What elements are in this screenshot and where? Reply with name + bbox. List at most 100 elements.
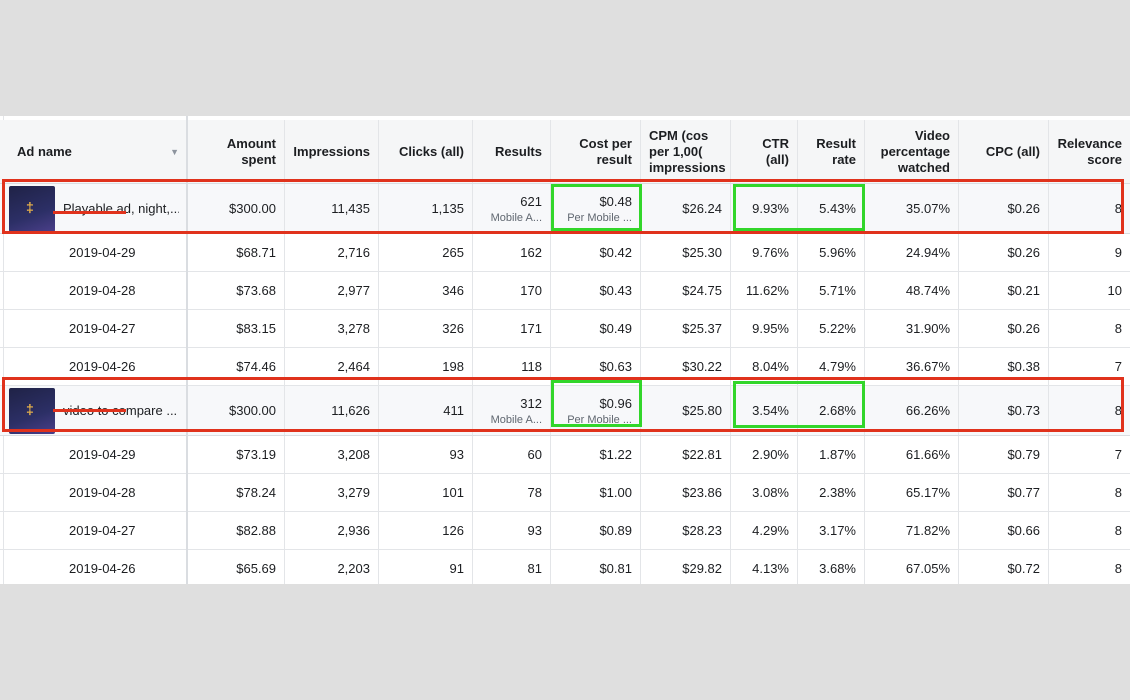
cell-cpc: $0.73 (959, 386, 1049, 435)
cell-value: $0.26 (1007, 201, 1040, 216)
column-header-cpc[interactable]: CPC (all) (959, 120, 1049, 183)
cell-value: 198 (442, 359, 464, 374)
cell-value: $23.86 (682, 485, 722, 500)
table-header: Ad name ▼ Amount spent Impressions Click… (0, 120, 1130, 184)
cell-relevance: 10 (1049, 272, 1130, 309)
date-value: 2019-04-29 (69, 245, 136, 260)
cell-value: $25.80 (682, 403, 722, 418)
cell-ctr: 9.95% (731, 310, 798, 347)
cell-ctr: 11.62% (731, 272, 798, 309)
ad-row[interactable]: ‡ Playable ad, night,... $300.00 11,435 1,13… (0, 184, 1130, 234)
column-header-impressions[interactable]: Impressions (285, 120, 379, 183)
cell-value: $24.75 (682, 283, 722, 298)
row-selector-edge (0, 116, 4, 584)
cell-cost: $0.42 (551, 234, 641, 271)
cell-value: $0.77 (1007, 485, 1040, 500)
cell-value: $0.81 (599, 561, 632, 576)
ad-thumbnail[interactable]: ‡ (9, 387, 55, 434)
cell-results: 93 (473, 512, 551, 549)
date-cell: 2019-04-28 (4, 272, 188, 309)
cell-value: $29.82 (682, 561, 722, 576)
underline-ad-2-name (53, 409, 126, 412)
cell-cost: $0.43 (551, 272, 641, 309)
column-header-cost-per-result[interactable]: Cost per result (551, 120, 641, 183)
cell-value: 9 (1114, 245, 1122, 260)
column-header-clicks[interactable]: Clicks (all) (379, 120, 473, 183)
frozen-column-divider[interactable] (186, 116, 188, 584)
highlight-ctr-result-rate-ad-1 (733, 184, 865, 231)
column-header-label-line: per 1,00( (649, 143, 703, 159)
cell-clicks: 101 (379, 474, 473, 511)
cell-cpc: $0.21 (959, 272, 1049, 309)
sort-caret-down-icon[interactable]: ▼ (170, 146, 179, 157)
cell-impressions: 3,208 (285, 436, 379, 473)
cell-value: 8 (1114, 561, 1122, 576)
cell-ctr: 4.13% (731, 550, 798, 584)
cell-cost: $0.49 (551, 310, 641, 347)
column-header-label: Amount spent (226, 135, 276, 167)
cell-value: 5.96% (819, 245, 856, 260)
cell-value: $300.00 (229, 201, 276, 216)
cell-result-rate: 1.87% (798, 436, 865, 473)
cell-value: $0.26 (1007, 321, 1040, 336)
cell-value: $0.43 (599, 283, 632, 298)
cell-value: 2,203 (337, 561, 370, 576)
column-header-result-rate[interactable]: Result rate (798, 120, 865, 183)
cell-value: 91 (449, 561, 464, 576)
cell-value: 61.66% (905, 447, 950, 462)
date-value: 2019-04-28 (69, 485, 136, 500)
date-breakdown-row: 2019-04-26 $74.46 2,464 198 118 $0.63 $30.22 8.… (0, 348, 1130, 386)
cell-cpm: $29.82 (641, 550, 731, 584)
cell-cpm: $30.22 (641, 348, 731, 385)
cell-amount: $300.00 (188, 386, 285, 435)
cell-value: $1.00 (599, 485, 632, 500)
cell-clicks: 93 (379, 436, 473, 473)
column-header-amount-spent[interactable]: Amount spent (188, 120, 285, 183)
column-header-ad-name[interactable]: Ad name ▼ (4, 120, 188, 183)
cell-amount: $74.46 (188, 348, 285, 385)
cell-clicks: 198 (379, 348, 473, 385)
date-value: 2019-04-27 (69, 523, 136, 538)
cell-results: 312 Mobile A... (473, 386, 551, 435)
cell-video: 48.74% (865, 272, 959, 309)
cell-subtext: Per Mobile ... (567, 413, 632, 426)
cell-value: 36.67% (905, 359, 950, 374)
date-cell: 2019-04-29 (4, 234, 188, 271)
column-header-cpm[interactable]: CPM (cos per 1,00( impressions (641, 120, 731, 183)
cell-clicks: 91 (379, 550, 473, 584)
cell-value: 93 (527, 523, 542, 538)
cell-value: 312 (520, 395, 542, 411)
cell-value: $0.73 (1007, 403, 1040, 418)
ad-thumbnail[interactable]: ‡ (9, 185, 55, 232)
cell-cpc: $0.66 (959, 512, 1049, 549)
column-header-video-percentage[interactable]: Video percentage watched (865, 120, 959, 183)
column-header-relevance[interactable]: Relevance score (1049, 120, 1130, 183)
cell-result-rate: 4.79% (798, 348, 865, 385)
cell-ctr: 3.54% (731, 386, 798, 435)
cell-value: 11,435 (331, 201, 370, 216)
cell-value: 346 (442, 283, 464, 298)
cell-value: 8 (1114, 321, 1122, 336)
date-breakdown-row: 2019-04-28 $73.68 2,977 346 170 $0.43 $24.75 11… (0, 272, 1130, 310)
column-header-ctr[interactable]: CTR (all) (731, 120, 798, 183)
cell-impressions: 11,435 (285, 184, 379, 233)
cell-result-rate: 3.17% (798, 512, 865, 549)
column-header-results[interactable]: Results (473, 120, 551, 183)
highlight-box-ad-1 (2, 179, 1124, 234)
cell-video: 36.67% (865, 348, 959, 385)
cell-results: 171 (473, 310, 551, 347)
cell-cost: $0.81 (551, 550, 641, 584)
ad-row[interactable]: ‡video to compare ...$300.0011,626411312… (0, 386, 1130, 436)
cell-value: 8 (1114, 485, 1122, 500)
column-header-label-line: percentage (880, 143, 950, 159)
cell-value: 5.22% (819, 321, 856, 336)
date-cell: 2019-04-28 (4, 474, 188, 511)
column-header-label: Clicks (all) (398, 143, 464, 159)
date-breakdown-row: 2019-04-29 $68.71 2,716 265 162 $0.42 $25.30 9.… (0, 234, 1130, 272)
cell-relevance: 9 (1049, 234, 1130, 271)
cell-value: $300.00 (229, 403, 276, 418)
cell-result-rate: 2.38% (798, 474, 865, 511)
date-cell: 2019-04-29 (4, 436, 188, 473)
cell-amount: $82.88 (188, 512, 285, 549)
cell-value: $0.66 (1007, 523, 1040, 538)
